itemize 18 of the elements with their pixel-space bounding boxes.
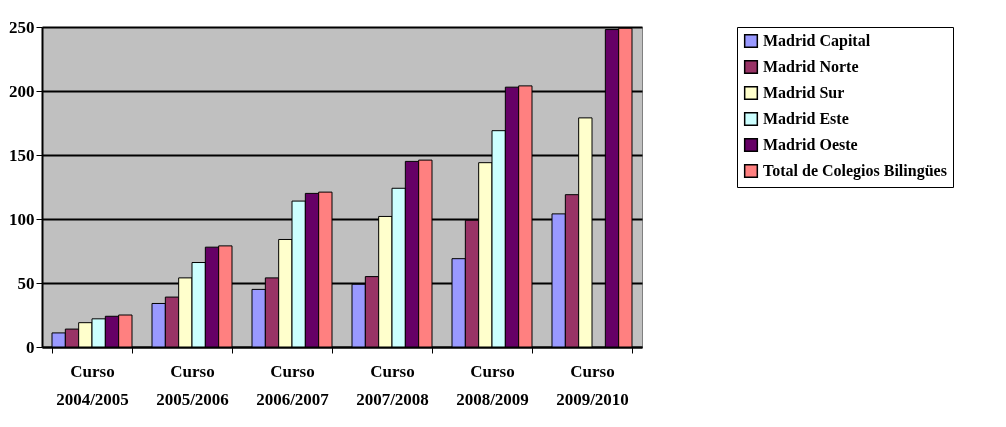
x-tick-label: Curso 2004/2005	[56, 361, 129, 409]
x-tick-label: Curso 2006/2007	[256, 361, 330, 409]
y-tick-label: 0	[26, 337, 35, 357]
legend-label: Madrid Norte	[763, 58, 859, 75]
legend-label: Madrid Oeste	[763, 136, 858, 153]
y-tick-label: 50	[17, 273, 35, 293]
legend-label: Madrid Sur	[763, 84, 845, 101]
legend-label: Madrid Este	[763, 110, 849, 127]
y-tick-label: 200	[9, 81, 35, 101]
y-tick-label: 100	[9, 209, 35, 229]
y-tick-label: 150	[9, 145, 35, 165]
x-tick-label: Curso 2005/2006	[156, 361, 229, 409]
y-tick-label: 250	[9, 17, 35, 37]
x-tick-label: Curso 2009/2010	[556, 361, 629, 409]
x-tick-label: Curso 2007/2008	[356, 361, 429, 409]
x-tick-label: Curso 2008/2009	[456, 361, 529, 409]
legend-label: Total de Colegios Bilingües	[763, 162, 947, 180]
legend-label: Madrid Capital	[763, 32, 871, 50]
